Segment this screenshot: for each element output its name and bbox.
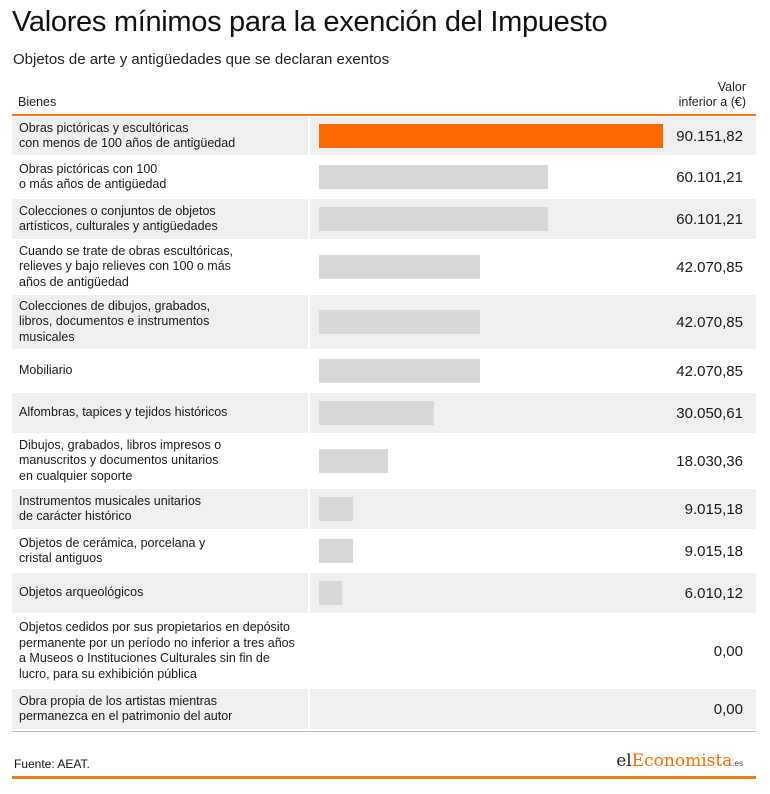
column-separator (308, 489, 310, 529)
value-label: 60.101,21 (676, 210, 743, 228)
bar (319, 310, 480, 334)
bar (319, 449, 388, 473)
column-header-valor-line1: Valor (717, 80, 746, 94)
bar (319, 255, 480, 279)
category-label: Objetos arqueológicos (19, 585, 144, 600)
category-label: Instrumentos musicales unitarios de cará… (19, 493, 202, 524)
bar (319, 581, 342, 605)
value-label: 6.010,12 (684, 584, 743, 602)
value-label: 0,00 (713, 700, 743, 718)
bar (319, 359, 480, 383)
category-label: Objetos cedidos por sus propietarios en … (19, 620, 295, 681)
table-row: Obra propia de los artistas mientras per… (12, 689, 756, 731)
table-row: Mobiliario 42.070,85 (12, 351, 756, 393)
category-label: Dibujos, grabados, libros impresos o man… (19, 437, 222, 483)
bar (319, 165, 548, 189)
column-separator (308, 573, 310, 613)
chart-subtitle: Objetos de arte y antigüedades que se de… (13, 51, 390, 68)
value-label: 0,00 (713, 642, 743, 660)
row-background (12, 689, 756, 729)
value-label: 42.070,85 (676, 362, 743, 380)
value-label: 9.015,18 (684, 542, 743, 560)
value-label: 18.030,36 (676, 452, 743, 470)
row-background (12, 573, 756, 613)
column-separator (308, 531, 310, 571)
table-row: Cuando se trate de obras escultóricas, r… (12, 241, 756, 295)
column-separator (308, 117, 310, 155)
bar (319, 497, 353, 521)
column-separator (308, 199, 310, 239)
column-separator (308, 689, 310, 729)
column-separator (308, 241, 310, 293)
value-label: 60.101,21 (676, 168, 743, 186)
footer-accent-bar (12, 776, 756, 779)
chart-title: Valores mínimos para la exención del Imp… (12, 6, 608, 38)
table-row: Colecciones o conjuntos de objetos artís… (12, 199, 756, 241)
category-label: Mobiliario (19, 363, 73, 378)
bar (319, 401, 434, 425)
value-label: 42.070,85 (676, 313, 743, 331)
bar (319, 539, 353, 563)
logo-part-es: .es (732, 759, 743, 768)
column-separator (308, 351, 310, 391)
column-header-valor-line2: inferior a (€) (678, 95, 746, 109)
column-header-bienes: Bienes (18, 95, 57, 109)
header-rule (12, 114, 756, 116)
column-separator (308, 615, 310, 687)
table-row: Colecciones de dibujos, grabados, libros… (12, 295, 756, 351)
category-label: Alfombras, tapices y tejidos históricos (19, 405, 228, 420)
category-label: Colecciones de dibujos, grabados, libros… (19, 298, 211, 344)
bar (319, 124, 663, 148)
column-header-valor: Valor inferior a (€) (646, 80, 746, 110)
row-background (12, 489, 756, 529)
category-label: Obras pictóricas con 100 o más años de a… (19, 161, 167, 192)
table-row: Instrumentos musicales unitarios de cará… (12, 489, 756, 531)
column-separator (308, 157, 310, 197)
source-note: Fuente: AEAT. (14, 757, 90, 771)
logo-part-economista: Economista (631, 751, 733, 771)
logo-part-el: el (616, 751, 632, 771)
value-label: 9.015,18 (684, 500, 743, 518)
chart-table: Obras pictóricas y escultóricas con meno… (12, 117, 756, 731)
column-separator (308, 435, 310, 487)
value-label: 90.151,82 (676, 127, 743, 145)
category-label: Obras pictóricas y escultóricas con meno… (19, 120, 236, 151)
column-separator (308, 295, 310, 349)
table-row: Objetos de cerámica, porcelana y cristal… (12, 531, 756, 573)
brand-logo: elEconomista.es (616, 751, 743, 771)
table-row: Dibujos, grabados, libros impresos o man… (12, 435, 756, 489)
table-row: Obras pictóricas y escultóricas con meno… (12, 117, 756, 157)
table-row: Obras pictóricas con 100 o más años de a… (12, 157, 756, 199)
category-label: Objetos de cerámica, porcelana y cristal… (19, 535, 206, 566)
bottom-rule (12, 731, 756, 732)
table-row: Objetos arqueológicos 6.010,12 (12, 573, 756, 615)
value-label: 30.050,61 (676, 404, 743, 422)
table-row: Alfombras, tapices y tejidos históricos 3… (12, 393, 756, 435)
category-label: Cuando se trate de obras escultóricas, r… (19, 243, 234, 289)
column-separator (308, 393, 310, 433)
value-label: 42.070,85 (676, 258, 743, 276)
category-label: Obra propia de los artistas mientras per… (19, 693, 233, 724)
category-label: Colecciones o conjuntos de objetos artís… (19, 203, 218, 234)
table-row: Objetos cedidos por sus propietarios en … (12, 615, 756, 689)
bar (319, 207, 548, 231)
